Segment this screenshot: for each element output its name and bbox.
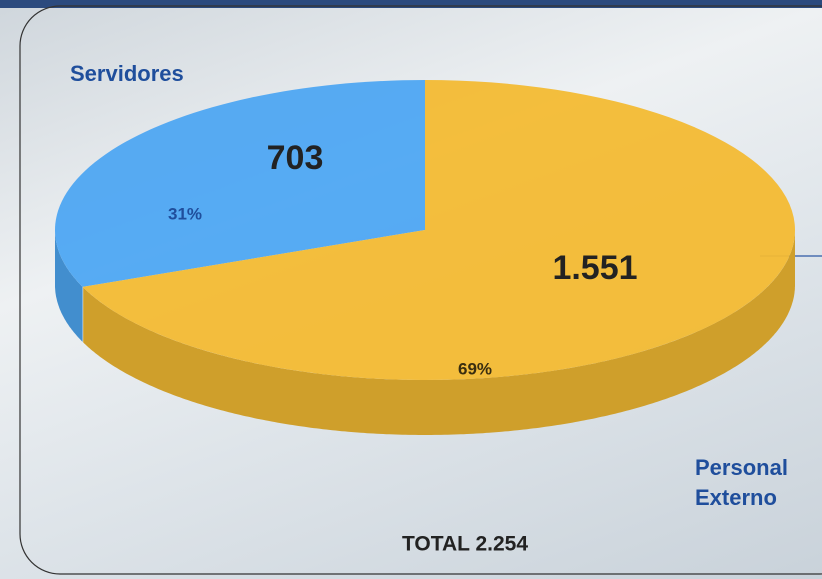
- category-label-box: Personal Externo: [695, 455, 788, 510]
- slice: [55, 80, 426, 287]
- value-label: 1.551: [552, 249, 637, 287]
- value-label: 703: [267, 139, 324, 177]
- frame: [19, 5, 822, 575]
- category-label: Servidores: [70, 61, 184, 86]
- slice: [82, 80, 795, 380]
- percent-label: 69%: [458, 359, 492, 378]
- pie: [55, 80, 795, 435]
- total-label: TOTAL 2.254: [402, 533, 528, 556]
- percent-label: 31%: [168, 204, 202, 223]
- slice-side: [55, 230, 83, 342]
- category-label: Personal Externo: [695, 455, 788, 510]
- top-bar: [0, 0, 822, 8]
- slice-side: [83, 230, 795, 435]
